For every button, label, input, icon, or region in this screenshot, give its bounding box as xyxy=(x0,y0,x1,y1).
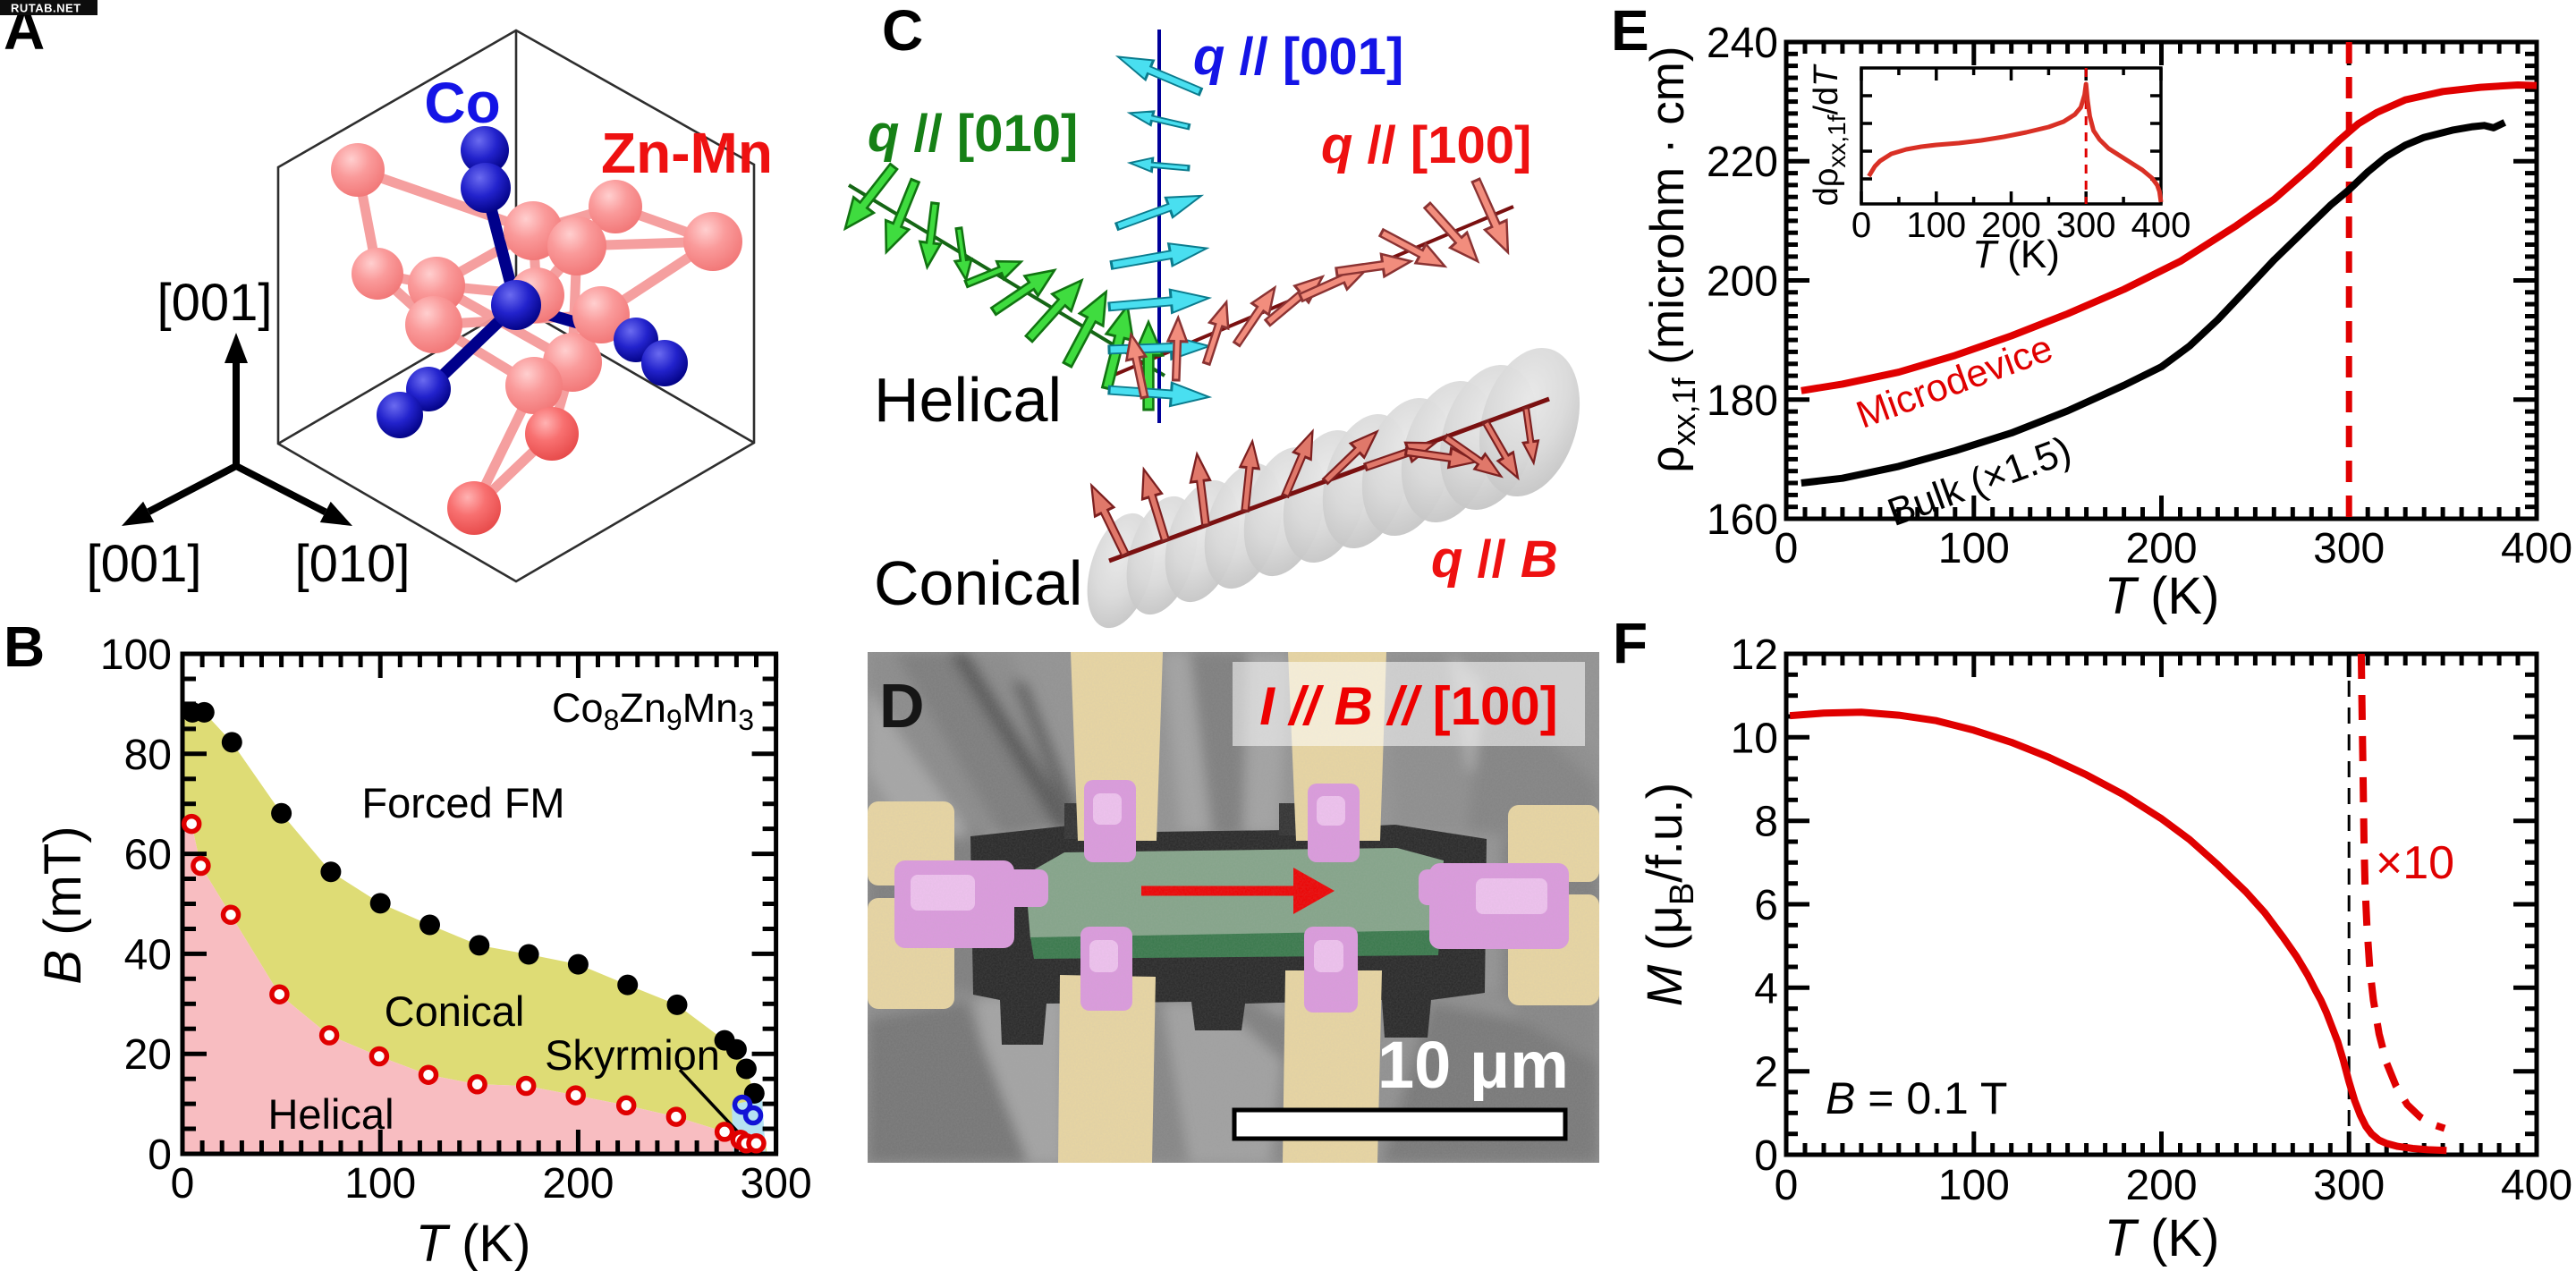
svg-text:400: 400 xyxy=(2501,525,2572,572)
svg-text:Zn-Mn: Zn-Mn xyxy=(601,121,773,185)
svg-text:200: 200 xyxy=(1981,206,2041,245)
svg-text:300: 300 xyxy=(2313,1162,2385,1209)
svg-text:F: F xyxy=(1613,611,1648,675)
svg-text:D: D xyxy=(879,671,925,741)
svg-text:q // [010]: q // [010] xyxy=(868,105,1078,163)
svg-text:100: 100 xyxy=(344,1160,416,1207)
svg-text:100: 100 xyxy=(1938,1162,2010,1209)
svg-text:240: 240 xyxy=(1707,20,1778,67)
svg-text:q // [001]: q // [001] xyxy=(1193,28,1403,86)
svg-text:ρxx,1f (microhm · cm): ρxx,1f (microhm · cm) xyxy=(1641,46,1702,472)
svg-text:6: 6 xyxy=(1754,882,1778,929)
svg-text:Helical: Helical xyxy=(874,365,1062,435)
svg-text:[010]: [010] xyxy=(295,535,411,593)
svg-text:220: 220 xyxy=(1707,139,1778,186)
svg-text:[001]: [001] xyxy=(157,274,273,332)
svg-text:100: 100 xyxy=(1906,206,1966,245)
svg-text:T (K): T (K) xyxy=(1972,233,2060,276)
svg-text:40: 40 xyxy=(124,931,172,979)
svg-text:200: 200 xyxy=(2125,525,2197,572)
svg-text:2: 2 xyxy=(1754,1049,1778,1097)
svg-text:400: 400 xyxy=(2501,1162,2572,1209)
svg-text:T (K): T (K) xyxy=(2105,567,2220,625)
svg-text:80: 80 xyxy=(124,732,172,779)
svg-text:180: 180 xyxy=(1707,377,1778,425)
svg-text:100: 100 xyxy=(1938,525,2010,572)
svg-text:B (mT): B (mT) xyxy=(34,826,92,984)
svg-text:Co: Co xyxy=(424,71,500,135)
svg-text:160: 160 xyxy=(1707,496,1778,544)
svg-text:300: 300 xyxy=(2313,525,2385,572)
svg-text:0: 0 xyxy=(1754,1132,1778,1180)
svg-text:10: 10 xyxy=(1731,715,1778,762)
svg-text:0: 0 xyxy=(1775,525,1799,572)
svg-text:8: 8 xyxy=(1754,799,1778,846)
svg-text:12: 12 xyxy=(1731,631,1778,679)
svg-text:200: 200 xyxy=(1707,258,1778,306)
svg-text:200: 200 xyxy=(2125,1162,2197,1209)
svg-text:0: 0 xyxy=(171,1160,195,1207)
svg-text:I // B // [100]: I // B // [100] xyxy=(1259,676,1557,736)
svg-text:300: 300 xyxy=(741,1160,812,1207)
svg-text:RUTAB.NET: RUTAB.NET xyxy=(11,2,81,15)
svg-text:10 μm: 10 μm xyxy=(1377,1028,1569,1102)
svg-text:×10: ×10 xyxy=(2376,837,2454,889)
svg-text:q // B: q // B xyxy=(1431,530,1558,589)
svg-text:Co8Zn9Mn3: Co8Zn9Mn3 xyxy=(552,685,754,736)
svg-text:q // [100]: q // [100] xyxy=(1321,116,1531,174)
svg-text:60: 60 xyxy=(124,832,172,879)
svg-text:B = 0.1 T: B = 0.1 T xyxy=(1826,1073,2007,1123)
svg-text:300: 300 xyxy=(2056,206,2116,245)
svg-text:20: 20 xyxy=(124,1031,172,1079)
svg-text:C: C xyxy=(882,0,923,63)
svg-text:Helical: Helical xyxy=(267,1090,394,1138)
svg-text:T (K): T (K) xyxy=(2105,1209,2220,1267)
svg-text:0: 0 xyxy=(1852,206,1871,245)
svg-text:Conical: Conical xyxy=(874,548,1082,618)
svg-text:0: 0 xyxy=(148,1131,172,1179)
svg-text:T (K): T (K) xyxy=(416,1215,531,1271)
svg-text:0: 0 xyxy=(1775,1162,1799,1209)
svg-text:Skyrmion: Skyrmion xyxy=(545,1031,720,1079)
svg-text:Conical: Conical xyxy=(385,987,525,1035)
svg-text:E: E xyxy=(1611,0,1649,63)
svg-text:B: B xyxy=(4,614,45,679)
svg-text:200: 200 xyxy=(542,1160,614,1207)
svg-text:400: 400 xyxy=(2131,206,2191,245)
svg-text:Forced FM: Forced FM xyxy=(361,779,564,826)
svg-text:4: 4 xyxy=(1754,965,1778,1013)
svg-text:[001]: [001] xyxy=(87,535,202,593)
svg-text:100: 100 xyxy=(100,631,172,679)
